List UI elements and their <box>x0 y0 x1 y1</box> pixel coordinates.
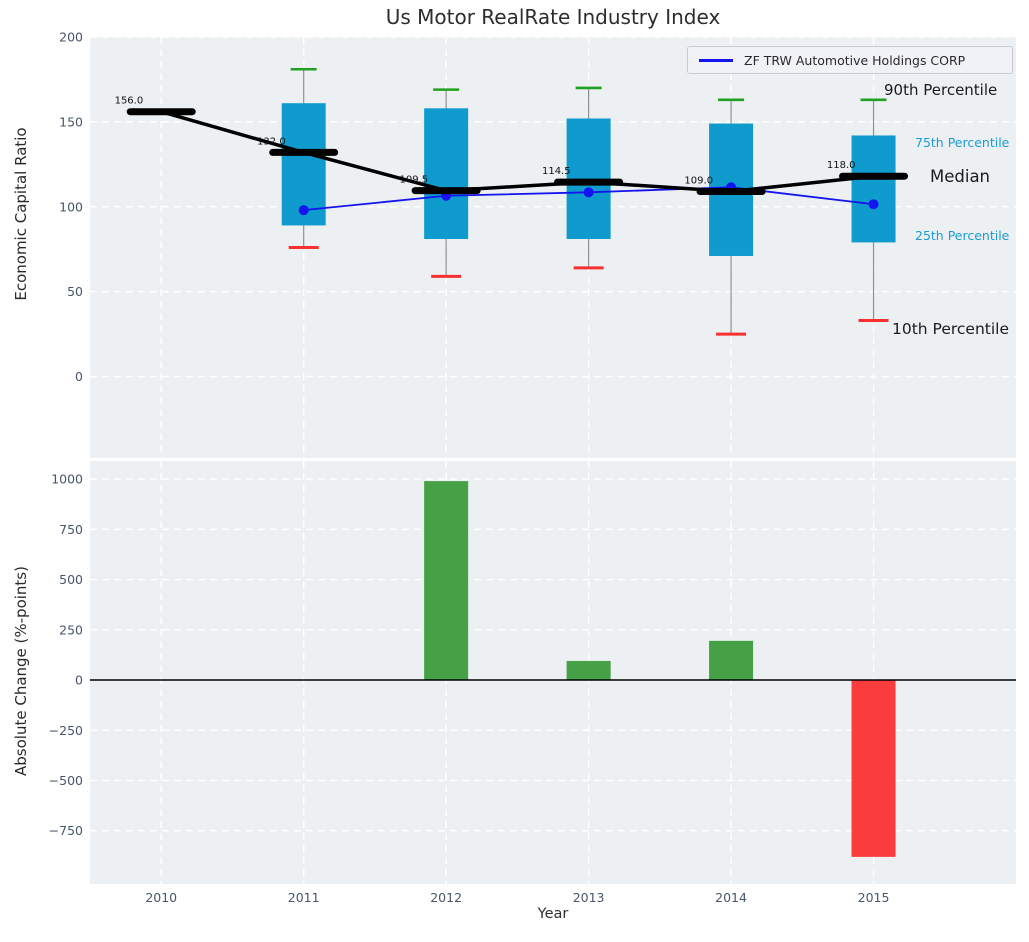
x-axis-label: Year <box>537 906 569 922</box>
change-bar-2012 <box>424 481 469 681</box>
x-tick-label-2014: 2014 <box>715 890 747 905</box>
annotation-10th-percentile: 10th Percentile <box>892 320 1010 338</box>
legend-line-swatch <box>699 58 733 62</box>
legend: ZF TRW Automotive Holdings CORP <box>687 46 1013 74</box>
top-y-tick-label: 0 <box>75 369 83 384</box>
bottom-y-tick-label: 250 <box>59 622 83 637</box>
x-tick-label-2011: 2011 <box>288 890 320 905</box>
median-value-label: 118.0 <box>827 160 856 171</box>
bottom-y-tick-label: 750 <box>59 522 83 537</box>
annotation-75th-percentile: 75th Percentile <box>915 135 1010 150</box>
iqr-box <box>281 103 326 226</box>
x-tick-label-2015: 2015 <box>858 890 890 905</box>
top-y-tick-label: 100 <box>59 199 83 214</box>
top-y-tick-label: 50 <box>67 284 83 299</box>
bottom-y-tick-label: 500 <box>59 572 83 587</box>
company-marker <box>298 205 309 216</box>
iqr-box <box>851 135 896 243</box>
x-tick-label-2012: 2012 <box>430 890 462 905</box>
top-y-tick-label: 200 <box>59 30 83 45</box>
company-marker <box>583 187 594 198</box>
change-bar-2013 <box>566 660 611 681</box>
top-axes-background <box>90 37 1016 458</box>
bottom-y-tick-label: 0 <box>75 673 83 688</box>
company-marker <box>868 199 879 210</box>
median-value-label: 109.0 <box>684 175 713 186</box>
annotation-median: Median <box>930 167 991 186</box>
iqr-box <box>424 108 469 240</box>
x-tick-label-2013: 2013 <box>573 890 605 905</box>
x-tick-label-2010: 2010 <box>145 890 177 905</box>
chart-title: Us Motor RealRate Industry Index <box>385 5 721 29</box>
annotation-90th-percentile: 90th Percentile <box>884 81 998 99</box>
median-value-label: 114.5 <box>542 166 571 177</box>
change-bar-2014 <box>709 640 754 681</box>
median-value-label: 156.0 <box>115 96 144 107</box>
bottom-y-tick-label: −250 <box>49 723 83 738</box>
median-value-label: 109.5 <box>400 175 429 186</box>
annotation-25th-percentile: 25th Percentile <box>915 228 1010 243</box>
bottom-y-tick-label: −750 <box>49 823 83 838</box>
bottom-y-tick-label: 1000 <box>51 472 83 487</box>
legend-series-label: ZF TRW Automotive Holdings CORP <box>744 52 966 68</box>
change-bar-2015 <box>851 680 896 857</box>
bottom-y-axis-label: Absolute Change (%-points) <box>12 566 30 776</box>
top-y-axis-label: Economic Capital Ratio <box>12 127 30 301</box>
bottom-y-tick-label: −500 <box>49 773 83 788</box>
median-value-label: 132.0 <box>257 136 286 147</box>
top-y-tick-label: 150 <box>59 114 83 129</box>
